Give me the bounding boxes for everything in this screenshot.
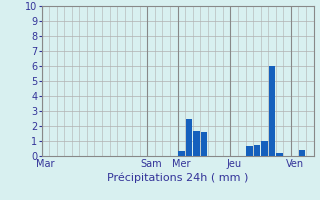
X-axis label: Précipitations 24h ( mm ): Précipitations 24h ( mm ) xyxy=(107,173,248,183)
Bar xyxy=(254,145,260,156)
Bar xyxy=(201,132,207,156)
Bar xyxy=(276,153,283,156)
Bar xyxy=(186,118,192,156)
Bar xyxy=(178,151,185,156)
Bar xyxy=(261,141,268,156)
Bar xyxy=(246,146,252,156)
Bar xyxy=(269,66,275,156)
Bar xyxy=(193,130,200,156)
Bar xyxy=(299,150,306,156)
